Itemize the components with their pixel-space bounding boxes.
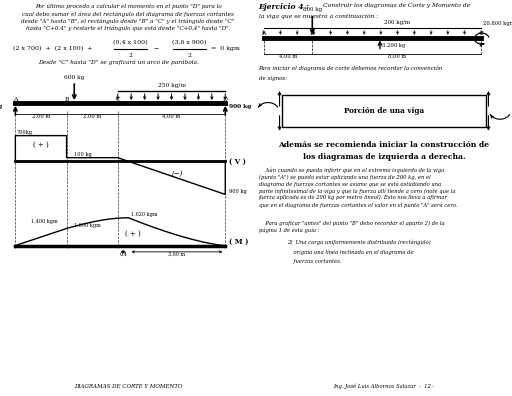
- Polygon shape: [129, 162, 225, 194]
- Text: ( + ): ( + ): [33, 141, 49, 148]
- Text: 700 kg: 700 kg: [0, 104, 3, 109]
- Text: D: D: [223, 97, 228, 102]
- Text: Por último procedo a calcular el momento en el punto "D" para lo
cual debo sumar: Por último procedo a calcular el momento…: [22, 4, 234, 31]
- Text: DIAGRAMAS DE CORTE Y MOMENTO: DIAGRAMAS DE CORTE Y MOMENTO: [74, 384, 182, 388]
- Text: Para iniciar el diagrama de corte debemos recordar la convención: Para iniciar el diagrama de corte debemo…: [259, 65, 443, 71]
- Text: 0,4: 0,4: [119, 251, 127, 256]
- Text: la viga que se muestra a continuación :: la viga que se muestra a continuación :: [259, 14, 378, 19]
- Text: 800 kg: 800 kg: [303, 8, 322, 13]
- Text: 2)  Una carga uniformemente distribuida (rectángulo): 2) Una carga uniformemente distribuida (…: [287, 240, 431, 245]
- Text: Además se recomienda iniciar la construcción de: Además se recomienda iniciar la construc…: [279, 141, 489, 148]
- Text: 4,00 m: 4,00 m: [279, 54, 297, 59]
- Text: C: C: [479, 31, 484, 36]
- Text: de signos:: de signos:: [259, 76, 287, 81]
- Text: 1.620 kgm: 1.620 kgm: [131, 212, 158, 217]
- Text: 900 kg: 900 kg: [229, 104, 251, 109]
- Text: 2,00 m: 2,00 m: [32, 113, 50, 118]
- Text: 1.000 kgm: 1.000 kgm: [74, 223, 101, 228]
- Text: C: C: [115, 97, 120, 102]
- Text: 600 kg: 600 kg: [64, 75, 84, 80]
- Text: 200 kg/m: 200 kg/m: [383, 20, 410, 25]
- Text: los diagramas de izquierda a derecha.: los diagramas de izquierda a derecha.: [303, 153, 465, 161]
- Text: Porción de una viga: Porción de una viga: [344, 107, 424, 115]
- Text: (2 x 700)  +  (2 x 100)  +: (2 x 700) + (2 x 100) +: [13, 46, 92, 51]
- Text: 900 kg: 900 kg: [229, 189, 247, 194]
- Text: Para graficar "antes" del punto "B" debo recordar el aparte 2) de la
página 1 de: Para graficar "antes" del punto "B" debo…: [259, 221, 444, 233]
- Text: 1.400 kgm: 1.400 kgm: [31, 219, 57, 224]
- Text: 4,00 m: 4,00 m: [162, 113, 181, 118]
- Text: 2,00 m: 2,00 m: [83, 113, 101, 118]
- Text: 8,00 m: 8,00 m: [388, 54, 406, 59]
- Text: 250 kg/m: 250 kg/m: [158, 83, 185, 88]
- Text: 3,60 m: 3,60 m: [168, 251, 185, 256]
- Text: =  0 kgm: = 0 kgm: [207, 46, 240, 51]
- Text: 2: 2: [187, 53, 191, 58]
- Text: 700kg: 700kg: [16, 129, 33, 135]
- Bar: [282, 95, 486, 127]
- Text: ( + ): ( + ): [125, 230, 141, 238]
- Text: 3.200 kg: 3.200 kg: [382, 42, 406, 48]
- Text: A: A: [262, 31, 266, 36]
- Text: 20.800 kgm: 20.800 kgm: [483, 21, 512, 26]
- Text: ( M ): ( M ): [229, 238, 248, 246]
- Text: origina una línea inclinada en el diagrama de: origina una línea inclinada en el diagra…: [287, 249, 413, 255]
- Text: Aún cuando se pueda inferir que en el extremo izquierdo de la viga
(punto "A") s: Aún cuando se pueda inferir que en el ex…: [259, 167, 457, 208]
- Text: −: −: [150, 46, 163, 51]
- Text: (0,4 x 100): (0,4 x 100): [113, 40, 148, 45]
- Text: A: A: [13, 97, 17, 102]
- Text: 100 kg: 100 kg: [74, 152, 92, 157]
- Text: (3,6 x 900): (3,6 x 900): [172, 40, 207, 45]
- Text: Desde "C" hasta "D" se graficará un arco de parábola.: Desde "C" hasta "D" se graficará un arco…: [38, 60, 199, 65]
- Text: fuerzas cortantes.: fuerzas cortantes.: [287, 259, 342, 264]
- Text: ( V ): ( V ): [229, 157, 246, 166]
- Text: B: B: [65, 97, 69, 102]
- Text: B: B: [310, 31, 314, 36]
- Text: Ing. José Luis Albornoz Salazar  -  12 -: Ing. José Luis Albornoz Salazar - 12 -: [333, 383, 435, 389]
- Text: Ejercicio 4 :: Ejercicio 4 :: [259, 3, 310, 11]
- Text: Construir los diagramas de Corte y Momento de: Construir los diagramas de Corte y Momen…: [323, 3, 470, 8]
- Polygon shape: [15, 135, 129, 162]
- Text: (−): (−): [171, 170, 183, 178]
- Text: 2: 2: [129, 53, 133, 58]
